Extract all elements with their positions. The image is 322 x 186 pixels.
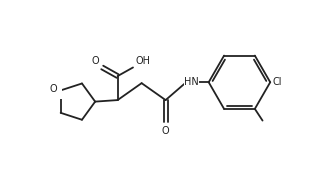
Text: O: O [162, 126, 169, 136]
Text: Cl: Cl [273, 77, 282, 87]
Text: O: O [50, 84, 58, 94]
Text: O: O [91, 56, 99, 66]
Text: OH: OH [136, 56, 150, 66]
Text: HN: HN [185, 77, 199, 87]
